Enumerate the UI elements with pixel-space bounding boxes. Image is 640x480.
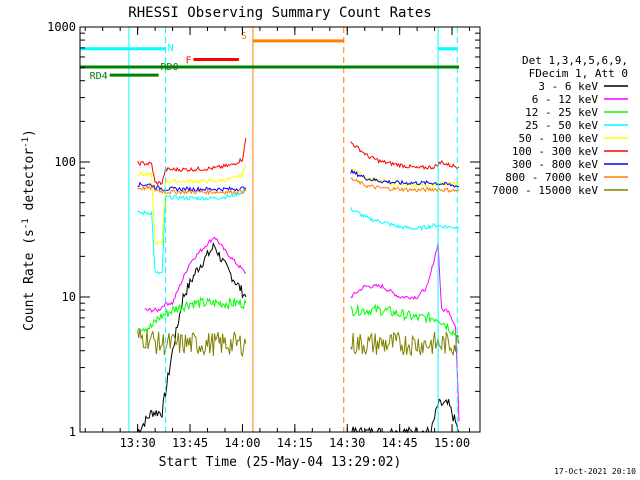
series-line-5-1 [137,138,247,186]
legend-label-7: 800 - 7000 keV [505,171,598,184]
y-axis-label-main: Count Rate (s [22,229,37,331]
legend-label-4: 50 - 100 keV [519,132,599,145]
series-line-4-1 [137,164,247,247]
series-line-2-1 [137,296,247,333]
series-line-3-1 [137,187,247,275]
flag-label-n: N [168,43,174,54]
flag-label-s: S [241,31,247,42]
y-tick-label-2: 100 [54,155,76,169]
x-tick-label-5: 14:45 [382,436,418,450]
flag-label-rd4: RD4 [90,71,108,82]
series-line-8-1 [137,328,247,358]
series-line-0-1 [137,241,247,434]
legend-label-6: 300 - 800 keV [512,158,598,171]
legend-label-3: 25 - 50 keV [525,119,598,132]
flag-label-rd0: RD0 [161,62,179,73]
y-axis-label: Count Rate (s-1 detector-1) [21,129,37,331]
x-tick-label-0: 13:30 [120,436,156,450]
y-tick-label-0: 1 [69,425,76,439]
series-line-7-2 [350,177,460,193]
plot-frame [79,26,481,433]
series-line-2-2 [350,303,460,340]
y-axis-label-sup1: -1 [21,218,31,229]
series-line-1-2 [350,242,460,422]
plot-area [128,27,460,434]
y-axis-label-end: ) [22,129,37,137]
legend: Det 1,3,4,5,6,9, FDecim 1, Att 0 3 - 6 k… [492,54,628,197]
legend-label-2: 12 - 25 keV [525,106,598,119]
axes: 13:30 13:45 14:00 14:15 14:30 14:45 15:00 1 10 10… [47,20,481,450]
x-tick-label-3: 14:15 [277,436,313,450]
x-tick-label-6: 15:00 [434,436,470,450]
footer-date: 17-Oct-2021 20:10 [554,467,636,476]
series-line-7-1 [137,184,247,196]
y-tick-label-1: 10 [62,290,76,304]
x-tick-label-1: 13:45 [172,436,208,450]
flag-bars: N F S RD0 RD4 [80,31,460,82]
legend-label-8: 7000 - 15000 keV [492,184,598,197]
legend-label-1: 6 - 12 keV [532,93,599,106]
y-axis-label-mid: detector [22,148,37,219]
y-axis-label-sup2: -1 [21,137,31,148]
series-line-8-2 [350,330,460,357]
x-axis-label: Start Time (25-May-04 13:29:02) [159,455,402,470]
x-tick-label-2: 14:00 [224,436,260,450]
legend-title-2: FDecim 1, Att 0 [529,67,628,80]
series-line-3-2 [350,206,460,232]
y-tick-label-3: 1000 [47,20,76,34]
chart-title: RHESSI Observing Summary Count Rates [128,5,431,21]
series-line-6-2 [350,168,460,188]
legend-label-5: 100 - 300 keV [512,145,598,158]
series-line-0-2 [350,398,460,434]
series-line-5-2 [350,141,460,171]
series-line-1-1 [144,236,247,313]
legend-title-1: Det 1,3,4,5,6,9, [522,54,628,67]
series-line-6-1 [137,181,247,193]
flag-label-f: F [186,55,192,66]
legend-label-0: 3 - 6 keV [538,80,598,93]
x-tick-label-4: 14:30 [329,436,365,450]
